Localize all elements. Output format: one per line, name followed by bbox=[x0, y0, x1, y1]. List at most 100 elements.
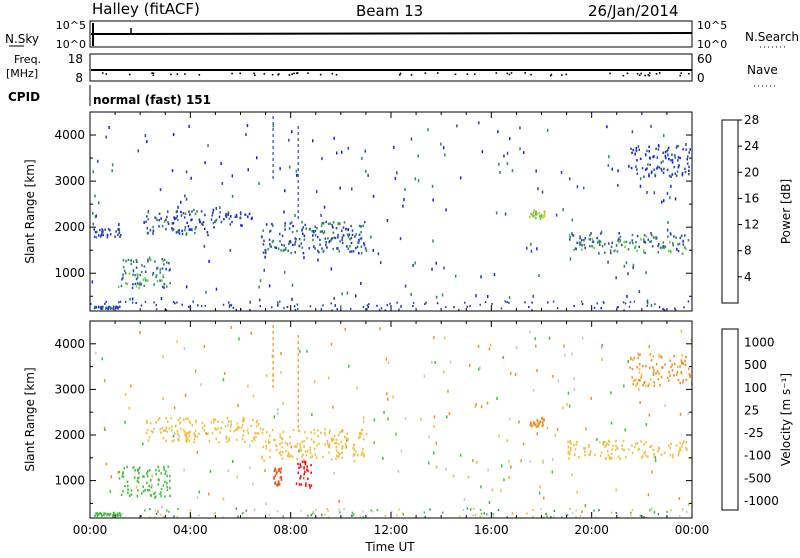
echo-cell bbox=[630, 147, 632, 150]
colorbar-tick-label: 28 bbox=[744, 113, 759, 127]
echo-cell bbox=[667, 249, 670, 253]
echo-cell bbox=[201, 222, 203, 225]
echo-cell bbox=[335, 457, 337, 461]
echo-cell bbox=[299, 443, 301, 446]
scatter-point bbox=[680, 329, 683, 333]
echo-cell bbox=[281, 457, 284, 460]
scatter-point bbox=[603, 301, 605, 304]
echo-cell bbox=[263, 459, 265, 462]
echo-cell bbox=[125, 282, 127, 285]
scatter-point bbox=[600, 307, 602, 310]
echo-cell bbox=[341, 238, 343, 242]
echo-cell bbox=[567, 446, 570, 449]
echo-cell bbox=[326, 246, 328, 249]
echo-cell bbox=[530, 423, 533, 427]
echo-cell bbox=[637, 356, 640, 359]
scatter-point bbox=[178, 434, 180, 438]
echo-cell bbox=[299, 448, 302, 451]
echo-cell bbox=[567, 451, 569, 454]
nave-dot bbox=[549, 74, 552, 77]
echo-cell bbox=[643, 452, 645, 455]
echo-cell bbox=[635, 165, 637, 168]
echo-cell bbox=[649, 163, 651, 166]
echo-cell bbox=[231, 220, 233, 224]
echo-cell bbox=[257, 423, 260, 426]
scatter-point bbox=[661, 200, 663, 204]
echo-cell bbox=[147, 469, 149, 473]
echo-cell bbox=[127, 491, 129, 495]
x-tick-label: 00:00 bbox=[675, 523, 710, 537]
scatter-point bbox=[556, 307, 559, 310]
scatter-point bbox=[313, 512, 316, 515]
scatter-point bbox=[548, 336, 551, 340]
echo-cell bbox=[574, 448, 577, 451]
echo-cell bbox=[342, 226, 345, 229]
scatter-point bbox=[486, 295, 489, 298]
echo-cell bbox=[203, 429, 205, 432]
echo-cell bbox=[206, 231, 209, 234]
echo-cell bbox=[176, 215, 179, 218]
echo-cell bbox=[173, 216, 175, 219]
scatter-point bbox=[309, 305, 312, 308]
echo-cell bbox=[653, 384, 656, 387]
echo-cell bbox=[669, 374, 671, 377]
echo-cell bbox=[677, 365, 679, 368]
echo-cell bbox=[264, 248, 267, 252]
echo-cell bbox=[132, 273, 134, 276]
echo-cell bbox=[122, 273, 124, 276]
scatter-point bbox=[105, 462, 108, 466]
echo-cell bbox=[345, 228, 347, 231]
echo-cell bbox=[167, 222, 170, 225]
scatter-point bbox=[117, 470, 119, 474]
scatter-point bbox=[417, 154, 419, 158]
echo-cell bbox=[154, 216, 156, 219]
scatter-point bbox=[347, 228, 349, 232]
echo-cell bbox=[132, 283, 134, 286]
echo-cell bbox=[179, 422, 181, 425]
scatter-point bbox=[669, 196, 671, 200]
scatter-point bbox=[625, 261, 628, 265]
scatter-point bbox=[130, 384, 132, 388]
echo-cell bbox=[630, 356, 632, 359]
scatter-point bbox=[560, 171, 563, 174]
scatter-point bbox=[296, 173, 298, 177]
nave-dot bbox=[331, 72, 334, 75]
echo-cell bbox=[150, 486, 153, 489]
echo-cell bbox=[104, 307, 107, 310]
scatter-point bbox=[360, 281, 362, 285]
scatter-point bbox=[272, 124, 275, 128]
echo-cell bbox=[239, 211, 242, 214]
echo-cell bbox=[194, 232, 196, 235]
echo-cell bbox=[149, 421, 152, 425]
scatter-point bbox=[508, 459, 510, 463]
echo-cell bbox=[680, 372, 683, 375]
echo-cell bbox=[149, 469, 151, 472]
echo-cell bbox=[568, 233, 571, 237]
scatter-point bbox=[687, 412, 689, 416]
scatter-point bbox=[474, 404, 477, 408]
echo-cell bbox=[244, 440, 246, 444]
echo-cell bbox=[645, 441, 647, 444]
echo-cell bbox=[215, 437, 217, 440]
scatter-point bbox=[214, 512, 216, 514]
echo-cell bbox=[364, 247, 367, 250]
echo-cell bbox=[340, 440, 342, 444]
echo-cell bbox=[675, 174, 678, 177]
echo-cell bbox=[657, 446, 660, 449]
echo-cell bbox=[146, 428, 149, 432]
echo-cell bbox=[204, 213, 206, 217]
echo-cell bbox=[619, 457, 622, 460]
echo-cell bbox=[679, 236, 682, 240]
echo-cell bbox=[132, 466, 134, 469]
echo-cell bbox=[341, 456, 343, 460]
echo-cell bbox=[668, 174, 671, 178]
scatter-point bbox=[172, 434, 175, 438]
scatter-point bbox=[573, 388, 576, 391]
scatter-point bbox=[511, 512, 514, 516]
scatter-point bbox=[554, 433, 557, 437]
scatter-point bbox=[124, 392, 127, 396]
scatter-point bbox=[306, 349, 308, 353]
scatter-point bbox=[140, 514, 142, 517]
echo-cell bbox=[689, 148, 691, 151]
echo-cell bbox=[234, 215, 237, 218]
